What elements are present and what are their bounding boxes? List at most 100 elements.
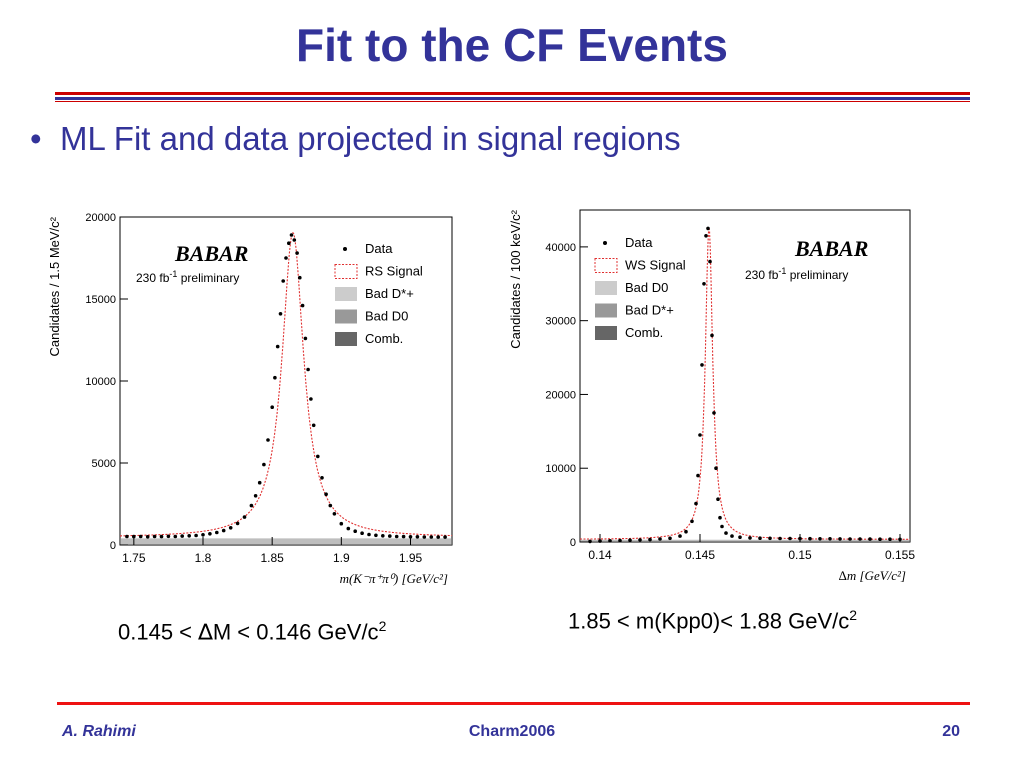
data-point xyxy=(818,537,822,541)
data-point xyxy=(309,397,313,401)
data-point xyxy=(638,538,642,542)
data-point xyxy=(704,234,708,238)
babar-logo: BABAR xyxy=(174,241,248,266)
footer-conference: Charm2006 xyxy=(468,723,556,740)
data-point xyxy=(738,535,742,539)
chart-left: 1.75 1.8 1.85 1.9 1.95 0 5000 10000 15000 20000 m(… xyxy=(47,212,453,586)
x-tick-label: 0.14 xyxy=(588,548,612,562)
data-point xyxy=(443,535,447,539)
data-point xyxy=(858,537,862,541)
y-axis-label: Candidates / 100 keV/c² xyxy=(508,209,523,348)
y-tick-label: 0 xyxy=(570,537,576,549)
data-point xyxy=(401,534,406,539)
signal-fit-line xyxy=(579,227,910,540)
legend-label: Bad D*+ xyxy=(625,303,674,318)
legend-label: Bad D0 xyxy=(365,309,408,324)
data-point xyxy=(320,476,324,480)
title-rule-red-thin xyxy=(55,101,970,102)
data-point xyxy=(828,537,832,541)
x-tick-label: 1.95 xyxy=(399,551,423,565)
data-point xyxy=(346,526,351,531)
legend-label: Comb. xyxy=(365,331,403,346)
data-point xyxy=(353,529,358,533)
chart-right: 0.14 0.145 0.15 0.155 0 10000 20000 30000 40000 ∆… xyxy=(508,209,915,583)
data-point xyxy=(718,515,722,520)
data-point xyxy=(180,534,184,538)
data-point xyxy=(249,503,254,508)
data-point xyxy=(303,336,308,341)
legend-marker-background xyxy=(595,326,617,340)
data-point xyxy=(708,259,712,264)
data-point xyxy=(694,501,698,506)
bullet-text: ML Fit and data projected in signal regi… xyxy=(60,120,681,157)
signal-fit-line xyxy=(120,231,453,537)
caption-left: 0.145 < ∆M < 0.146 GeV/c2 xyxy=(118,618,387,646)
data-point xyxy=(159,534,164,539)
data-point xyxy=(716,497,720,502)
y-tick-label: 15000 xyxy=(85,294,116,306)
x-tick-label: 0.145 xyxy=(685,548,715,562)
combinatoric-background-area xyxy=(120,538,452,545)
data-point xyxy=(714,466,718,471)
data-point xyxy=(408,535,413,539)
data-point xyxy=(388,534,392,538)
caption-right: 1.85 < m(Kpp0)< 1.88 GeV/c2 xyxy=(568,607,858,634)
data-point xyxy=(712,411,716,415)
title-rule-red xyxy=(55,92,970,95)
data-point xyxy=(696,473,700,478)
data-point xyxy=(300,303,305,308)
data-point xyxy=(284,256,288,260)
y-tick-label: 10000 xyxy=(545,463,576,475)
data-point xyxy=(194,533,198,538)
data-point xyxy=(702,282,706,286)
legend-label: WS Signal xyxy=(625,258,686,273)
y-tick-label: 20000 xyxy=(545,389,576,401)
data-point xyxy=(328,503,333,508)
data-point xyxy=(618,538,622,543)
data-point xyxy=(273,375,277,380)
data-point xyxy=(324,492,328,497)
data-point xyxy=(292,238,297,242)
data-point xyxy=(253,494,258,498)
data-point xyxy=(436,535,441,539)
data-point xyxy=(888,537,892,541)
x-tick-label: 0.15 xyxy=(788,548,812,562)
data-point xyxy=(628,538,632,542)
data-point xyxy=(678,534,682,538)
data-point xyxy=(748,536,752,540)
babar-logo: BABAR xyxy=(794,236,868,261)
footer-page-number: 20 xyxy=(942,723,960,740)
data-point xyxy=(275,344,280,349)
y-tick-label: 5000 xyxy=(92,458,116,470)
data-point xyxy=(132,534,136,539)
x-tick-label: 1.85 xyxy=(260,551,284,565)
data-point xyxy=(658,537,662,541)
y-tick-label: 30000 xyxy=(545,316,576,328)
data-point xyxy=(700,363,704,367)
title-rule-blue xyxy=(55,97,970,100)
data-point xyxy=(878,537,882,541)
data-point xyxy=(138,534,143,539)
data-point xyxy=(758,536,762,540)
data-point xyxy=(668,536,672,541)
data-point xyxy=(788,536,792,541)
bullet-item: • ML Fit and data projected in signal reg… xyxy=(30,120,681,158)
data-point xyxy=(710,333,714,338)
data-point xyxy=(152,534,157,539)
data-point xyxy=(266,438,270,442)
data-point xyxy=(720,524,724,529)
legend-marker-signal xyxy=(334,264,358,279)
legend-marker-data xyxy=(603,241,607,245)
legend-label: Data xyxy=(365,241,393,256)
legend-marker-background xyxy=(335,287,357,301)
data-point xyxy=(311,423,316,428)
data-point xyxy=(306,367,310,372)
data-point xyxy=(316,454,320,459)
data-point xyxy=(648,537,652,542)
data-point xyxy=(724,531,728,535)
data-point xyxy=(187,534,191,538)
legend-label: Bad D0 xyxy=(625,280,668,295)
data-point xyxy=(808,536,812,541)
data-point xyxy=(868,537,872,541)
data-point xyxy=(429,535,434,539)
